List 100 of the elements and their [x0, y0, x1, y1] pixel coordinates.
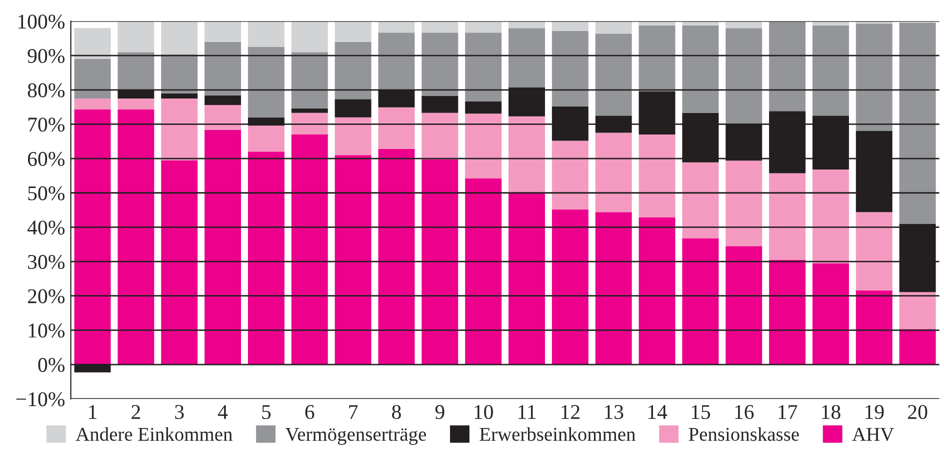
y-tick-label: 10% — [28, 324, 65, 338]
legend-label: AHV — [852, 428, 894, 441]
bar — [378, 107, 415, 149]
bar — [508, 28, 545, 88]
x-tick-label: 12 — [562, 405, 580, 419]
x-tick-label: 20 — [908, 405, 928, 420]
bar — [422, 112, 458, 160]
bar — [465, 32, 502, 102]
bar — [769, 260, 806, 365]
bar — [291, 52, 328, 108]
bar — [204, 42, 242, 96]
y-tick-label: 0% — [38, 358, 65, 372]
bar — [291, 112, 328, 135]
x-tick-label: 7 — [349, 405, 358, 419]
bar — [552, 209, 588, 365]
x-tick-label: 15 — [692, 405, 710, 420]
bar — [812, 170, 849, 264]
y-tick-label: 50% — [28, 186, 65, 200]
bar — [248, 21, 284, 47]
legend-label: Vermögenserträge — [285, 428, 426, 445]
bar — [334, 117, 372, 156]
bar — [334, 21, 372, 42]
bar — [856, 290, 892, 365]
bar — [291, 108, 328, 113]
bar — [378, 21, 415, 33]
bar — [248, 152, 284, 365]
bar — [248, 126, 284, 152]
bar — [465, 21, 502, 33]
bar — [465, 101, 502, 114]
bar — [118, 98, 154, 110]
bar — [899, 329, 936, 365]
y-tick-label: 60% — [28, 152, 65, 166]
x-tick-label: 2 — [132, 405, 140, 419]
bar — [769, 173, 806, 260]
bar — [334, 42, 372, 100]
bar — [595, 132, 632, 212]
bar — [422, 32, 458, 96]
bar — [899, 292, 936, 330]
bar — [595, 21, 632, 34]
y-tick-label: 30% — [28, 254, 65, 270]
x-tick-label: 17 — [778, 405, 798, 419]
bar — [638, 217, 676, 365]
legend-label: Erwerbseinkommen — [480, 427, 636, 441]
x-tick-label: 1 — [89, 405, 96, 419]
bar — [638, 134, 676, 218]
y-tick-label: 40% — [27, 220, 65, 235]
x-tick-label: 4 — [218, 405, 228, 419]
bar — [378, 32, 415, 90]
y-tick-label: 80% — [28, 83, 65, 98]
bar — [726, 28, 762, 124]
x-tick-label: 3 — [175, 405, 184, 420]
bar — [769, 21, 806, 112]
y-tick-label: 20% — [28, 289, 65, 304]
bar — [378, 148, 415, 365]
bar — [552, 30, 588, 106]
bar — [595, 212, 632, 365]
bar — [161, 160, 198, 365]
bar — [552, 21, 588, 31]
bar — [291, 134, 328, 365]
bar — [334, 155, 372, 365]
bar — [422, 159, 458, 365]
bar — [465, 178, 502, 365]
bar — [465, 114, 502, 178]
bar — [204, 130, 242, 365]
y-tick-label: −10% — [16, 392, 65, 406]
bar — [118, 52, 154, 90]
x-tick-label: 10 — [474, 405, 493, 420]
bar — [161, 54, 198, 94]
bar — [161, 98, 198, 160]
bar — [726, 246, 762, 365]
bar — [118, 109, 154, 365]
bar — [204, 21, 242, 42]
legend-label: Andere Einkommen — [76, 427, 232, 441]
x-tick-label: 8 — [392, 405, 401, 420]
bar — [552, 140, 588, 210]
bar — [74, 109, 111, 365]
x-tick-label: 5 — [262, 405, 271, 420]
bar — [508, 192, 545, 365]
bar — [595, 34, 632, 116]
bar — [682, 238, 719, 365]
bar — [508, 116, 545, 193]
x-tick-label: 6 — [305, 405, 314, 420]
bar — [334, 99, 372, 118]
legend-label: Pensionskasse — [688, 427, 799, 441]
bar — [74, 98, 111, 110]
bar — [812, 263, 849, 365]
bar — [204, 105, 242, 130]
bar — [74, 28, 111, 59]
bar — [682, 162, 719, 238]
bar — [291, 21, 328, 52]
bar — [161, 93, 198, 98]
bar — [118, 21, 154, 52]
bar — [899, 22, 936, 224]
bar — [248, 46, 284, 118]
bar — [204, 95, 242, 105]
x-tick-label: 13 — [605, 405, 624, 420]
x-tick-label: 11 — [518, 405, 536, 419]
bar — [161, 21, 198, 55]
x-tick-label: 9 — [435, 405, 444, 420]
bar — [422, 21, 458, 33]
